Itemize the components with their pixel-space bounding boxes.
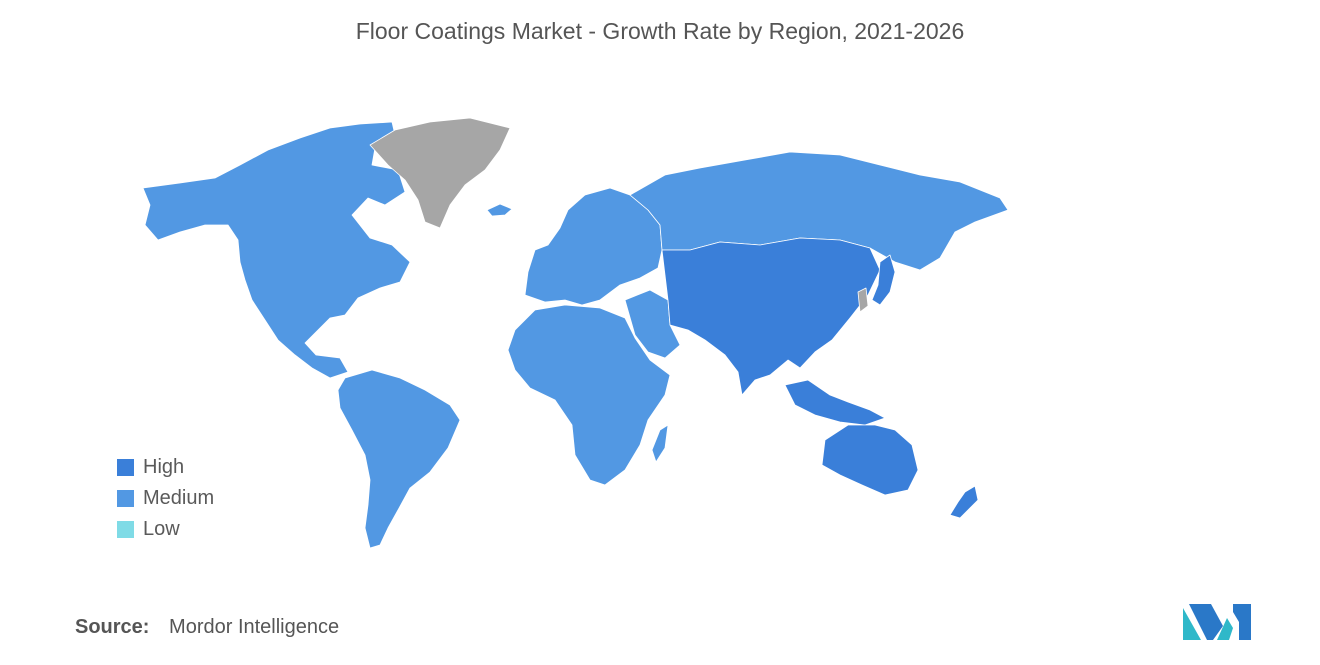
legend-swatch-low xyxy=(117,521,134,538)
chart-title: Floor Coatings Market - Growth Rate by R… xyxy=(355,18,965,44)
legend-swatch-high xyxy=(117,459,134,476)
source-line: Source: Mordor Intelligence xyxy=(75,616,339,639)
legend-label-low: Low xyxy=(143,518,180,540)
source-value: Mordor Intelligence xyxy=(169,616,340,638)
region-australia xyxy=(821,424,919,496)
region-africa xyxy=(507,304,671,486)
region-new-zealand xyxy=(949,485,979,519)
mordor-intelligence-logo-icon xyxy=(1183,604,1251,640)
legend-item-low: Low xyxy=(117,514,214,545)
region-southeast-asia-islands xyxy=(784,379,886,426)
region-madagascar xyxy=(651,424,669,463)
legend: High Medium Low xyxy=(117,452,214,545)
region-korea xyxy=(857,287,869,313)
legend-label-high: High xyxy=(143,456,185,478)
source-label: Source: xyxy=(75,616,150,638)
world-map xyxy=(142,117,1009,549)
region-south-america xyxy=(337,369,461,549)
legend-item-medium: Medium xyxy=(117,483,214,514)
region-middle-east xyxy=(624,289,681,359)
region-europe xyxy=(524,187,663,306)
legend-item-high: High xyxy=(117,452,214,483)
legend-label-medium: Medium xyxy=(143,487,215,509)
region-japan xyxy=(871,254,896,306)
region-asia-pacific xyxy=(661,237,881,396)
region-north-america xyxy=(142,121,411,379)
region-iceland xyxy=(486,203,513,217)
legend-swatch-medium xyxy=(117,490,134,507)
region-greenland xyxy=(369,117,511,229)
